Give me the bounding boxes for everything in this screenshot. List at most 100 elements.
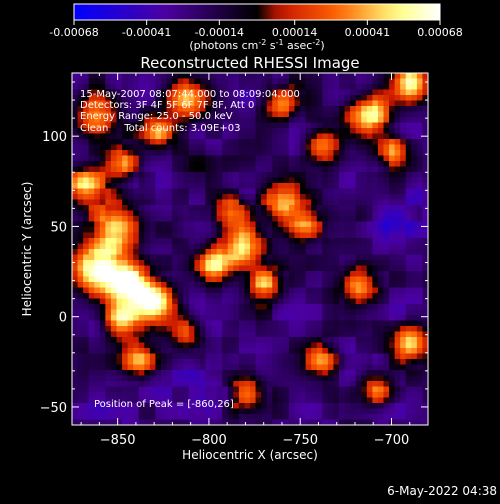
heatmap-cell xyxy=(272,133,279,140)
heatmap-cell xyxy=(238,106,246,113)
heatmap-cell xyxy=(377,73,385,80)
heatmap-cell xyxy=(344,133,351,140)
heatmap-cell xyxy=(177,221,184,228)
heatmap-cell xyxy=(199,100,207,107)
heatmap-cell xyxy=(144,78,151,85)
heatmap-cell xyxy=(294,216,301,223)
heatmap-cell xyxy=(394,419,401,425)
heatmap-cell xyxy=(183,315,190,322)
heatmap-cell xyxy=(377,298,385,305)
heatmap-cell xyxy=(177,342,184,349)
heatmap-cell xyxy=(205,408,212,415)
heatmap-cell xyxy=(383,144,390,151)
heatmap-cell xyxy=(344,419,351,425)
heatmap-cell xyxy=(294,128,301,135)
heatmap-cell xyxy=(122,155,129,162)
heatmap-cell xyxy=(300,243,307,250)
heatmap-cell xyxy=(238,381,246,388)
heatmap-cell xyxy=(72,188,79,195)
heatmap-cell xyxy=(222,221,229,228)
heatmap-cell xyxy=(205,243,212,250)
heatmap-cell xyxy=(377,155,385,162)
heatmap-cell xyxy=(288,293,296,300)
heatmap-cell xyxy=(72,221,79,228)
heatmap-cell xyxy=(72,276,79,283)
heatmap-cell xyxy=(144,117,151,124)
heatmap-cell xyxy=(333,243,340,250)
heatmap-cell xyxy=(233,419,240,425)
heatmap-cell xyxy=(211,73,218,80)
heatmap-cell xyxy=(177,359,184,366)
heatmap-cell xyxy=(177,232,184,239)
heatmap-cell xyxy=(149,370,157,377)
heatmap-cell xyxy=(261,381,268,388)
heatmap-cell xyxy=(99,128,106,135)
heatmap-cell xyxy=(350,210,357,217)
heatmap-cell xyxy=(333,276,340,283)
heatmap-cell xyxy=(389,139,396,146)
heatmap-cell xyxy=(94,106,101,113)
heatmap-cell xyxy=(266,144,273,151)
heatmap-cell xyxy=(327,370,335,377)
heatmap-cell xyxy=(333,139,340,146)
heatmap-cell xyxy=(405,188,412,195)
heatmap-cell xyxy=(194,95,201,102)
heatmap-cell xyxy=(405,359,412,366)
heatmap-cell xyxy=(350,128,357,135)
heatmap-cell xyxy=(227,331,234,338)
heatmap-cell xyxy=(300,265,307,272)
heatmap-cell xyxy=(294,271,301,278)
heatmap-cell xyxy=(339,320,346,327)
heatmap-cell xyxy=(149,331,157,338)
heatmap-cell xyxy=(110,166,118,173)
heatmap-cell xyxy=(99,331,106,338)
heatmap-cell xyxy=(339,254,346,261)
y-axis-label: Heliocentric Y (arcsec) xyxy=(20,182,34,317)
heatmap-cell xyxy=(283,320,290,327)
heatmap-cell xyxy=(377,364,385,371)
heatmap-cell xyxy=(316,106,323,113)
heatmap-cell xyxy=(316,370,323,377)
heatmap-cell xyxy=(266,287,273,294)
heatmap-cell xyxy=(261,249,268,256)
heatmap-cell xyxy=(99,320,106,327)
heatmap-cell xyxy=(316,172,323,179)
heatmap-cell xyxy=(383,227,390,234)
heatmap-cell xyxy=(116,155,123,162)
heatmap-cell xyxy=(72,304,79,311)
heatmap-cell xyxy=(127,353,134,360)
heatmap-cell xyxy=(300,287,307,294)
heatmap-cell xyxy=(327,183,335,190)
heatmap-cell xyxy=(300,315,307,322)
heatmap-cell xyxy=(333,221,340,228)
heatmap-cell xyxy=(261,188,268,195)
heatmap-cell xyxy=(222,117,229,124)
heatmap-cell xyxy=(283,271,290,278)
heatmap-cell xyxy=(88,166,95,173)
heatmap-cell xyxy=(105,89,112,96)
heatmap-cell xyxy=(177,199,184,206)
heatmap-cell xyxy=(383,331,390,338)
heatmap-cell xyxy=(211,265,218,272)
heatmap-cell xyxy=(116,353,123,360)
heatmap-cell xyxy=(88,271,95,278)
heatmap-cell xyxy=(216,359,223,366)
heatmap-cell xyxy=(194,260,201,267)
heatmap-cell xyxy=(411,276,418,283)
y-tick-label: 50 xyxy=(50,220,67,235)
heatmap-cell xyxy=(400,144,407,151)
heatmap-cell xyxy=(77,117,84,124)
heatmap-cell xyxy=(283,381,290,388)
heatmap-cell xyxy=(394,161,401,168)
heatmap-cell xyxy=(155,260,162,267)
heatmap-cell xyxy=(261,111,268,118)
heatmap-cell xyxy=(266,298,273,305)
heatmap-cell xyxy=(94,298,101,305)
heatmap-cell xyxy=(261,414,268,421)
heatmap-cell xyxy=(277,73,284,80)
heatmap-cell xyxy=(188,199,195,206)
heatmap-cell xyxy=(166,122,173,129)
heatmap-cell xyxy=(305,133,312,140)
heatmap-cell xyxy=(327,172,335,179)
heatmap-cell xyxy=(261,392,268,399)
